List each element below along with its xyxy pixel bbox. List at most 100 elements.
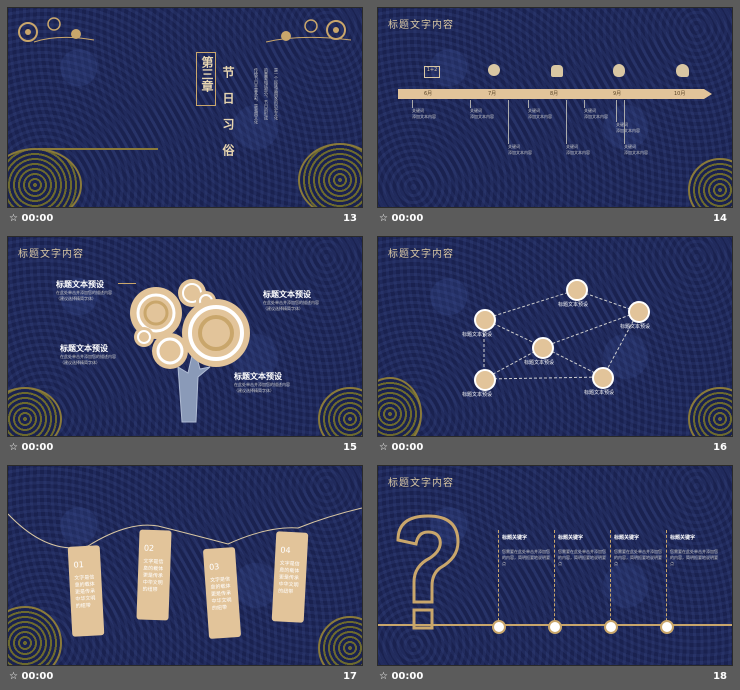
slide-14[interactable]: 标题文字内容 1+2 6月 7月 8月 9月 10月 关键词 添加文本内容 关键… — [377, 7, 733, 208]
tree-label-3: 标题文本预设 在此处单击并添加您的描述内容 （建议选择精简字体） — [60, 344, 116, 365]
hang-tag: 01 文字是信息的载体更是传承中华文明的纽带 — [67, 545, 105, 637]
wave-ornament-right — [298, 143, 362, 207]
wave-ornament-left — [8, 148, 82, 207]
slide-17[interactable]: 01 文字是信息的载体更是传承中华文明的纽带 02 文字是信息的载体更是传承中华… — [7, 465, 363, 666]
timeline-dot — [604, 620, 618, 634]
slide-number: 13 — [343, 213, 357, 224]
section-heading: 节日习俗 — [221, 66, 235, 170]
network-lines — [483, 289, 639, 380]
timeline-dot — [660, 620, 674, 634]
node-label: 标题文本预设 — [462, 332, 493, 338]
column-divider — [666, 530, 668, 626]
timeline-item: 关键词 添加文本内容 — [508, 100, 532, 156]
clock-icon: ☆ — [379, 671, 388, 682]
slide-title: 标题文字内容 — [388, 20, 454, 31]
node-label: 标题文本预设 — [462, 392, 493, 398]
timeline-dot — [548, 620, 562, 634]
connector-line — [118, 283, 136, 284]
slide-number: 14 — [713, 213, 727, 224]
intro-line-3: 是一个民族或国家的历史文化 — [274, 68, 279, 120]
slide-thumb-17[interactable]: 01 文字是信息的载体更是传承中华文明的纽带 02 文字是信息的载体更是传承中华… — [7, 465, 363, 690]
clock-icon: ☆ — [9, 671, 18, 682]
flower-ornament-left — [18, 17, 95, 43]
timeline-item: 关键词 添加文本内容 — [616, 100, 640, 134]
tree-label-2: 标题文本预设 在此处单击并添加您的描述内容 （建议选择精简字体） — [263, 290, 319, 311]
slide-number: 18 — [713, 671, 727, 682]
slide-thumb-13[interactable]: 第三章 节日习俗 传统节日丰富多彩，是我国文化 的重要组成部分。节日的形成 是一… — [7, 7, 363, 232]
slide-15[interactable]: 标题文字内容 标题文本预设 在此处单击并添加您的描述内容 （建议选择精简字体） … — [7, 236, 363, 437]
intro-line-2: 的重要组成部分。节日的形成 — [264, 68, 269, 120]
slide-16[interactable]: 标题文字内容 标题文本预设 标题文本预设 标题文本预设 标题文本预设 标题文本预 — [377, 236, 733, 437]
hang-tag: 02 文字是信息的载体更是传承中华文明的纽带 — [136, 529, 172, 621]
month-label: 10月 — [674, 91, 686, 97]
clock-icon: ☆ — [379, 213, 388, 224]
timeline-item: 关键词 添加文本内容 — [566, 100, 590, 156]
tree-graphic — [130, 279, 250, 423]
chapter-box: 第三章 — [196, 52, 216, 106]
check-icon — [474, 309, 496, 331]
head-icon — [676, 64, 689, 77]
slide-title: 标题文字内容 — [388, 249, 454, 260]
tree-label-1: 标题文本预设 在此处单击并添加您的描述内容 （建议选择精简字体） — [56, 280, 112, 301]
instagram-icon — [566, 279, 588, 301]
slide-timing: ☆ 00:00 — [379, 442, 424, 453]
slide-timing: ☆ 00:00 — [9, 671, 54, 682]
wave-ornament-left — [8, 387, 62, 436]
timeline-item: 关键词 添加文本内容 — [528, 100, 552, 120]
slide-timing: ☆ 00:00 — [379, 213, 424, 224]
string-line — [8, 507, 362, 549]
share-icon — [592, 367, 614, 389]
slide-title: 标题文字内容 — [388, 478, 454, 489]
clock-icon: ☆ — [9, 213, 18, 224]
facebook-icon — [532, 337, 554, 359]
slide-timing: ☆ 00:00 — [379, 671, 424, 682]
twitter-icon — [474, 369, 496, 391]
node-label: 标题文本预设 — [524, 360, 555, 366]
vine-icon — [628, 301, 650, 323]
slide-number: 15 — [343, 442, 357, 453]
slide-timing: ☆ 00:00 — [9, 442, 54, 453]
slide-thumb-15[interactable]: 标题文字内容 标题文本预设 在此处单击并添加您的描述内容 （建议选择精简字体） … — [7, 236, 363, 461]
slide-number: 17 — [343, 671, 357, 682]
slide-thumb-16[interactable]: 标题文字内容 标题文本预设 标题文本预设 标题文本预设 标题文本预设 标题文本预 — [377, 236, 733, 461]
money-bag-icon — [613, 64, 625, 77]
tree-label-4: 标题文本预设 在此处单击并添加您的描述内容 （建议选择精简字体） — [234, 372, 290, 393]
slide-thumb-14[interactable]: 标题文字内容 1+2 6月 7月 8月 9月 10月 关键词 添加文本内容 关键… — [377, 7, 733, 232]
node-label: 标题文本预设 — [558, 302, 589, 308]
slide-thumb-18[interactable]: 标题文字内容 标题关键字 您需要在此处单击并添加您的内容，简明扼要地说明要点 标… — [377, 465, 733, 690]
node-label: 标题文本预设 — [584, 390, 615, 396]
wave-ornament-right — [318, 387, 362, 436]
flower-ornament-right — [265, 19, 352, 43]
column-divider — [554, 530, 556, 626]
cloud-line — [38, 148, 158, 150]
text-column: 标题关键字 您需要在此处单击并添加您的内容，简明扼要地说明要点 — [670, 535, 718, 566]
chapter-label: 第三章 — [200, 56, 214, 92]
board-icon: 1+2 — [424, 66, 440, 78]
slide-title: 标题文字内容 — [18, 249, 84, 260]
slide-13[interactable]: 第三章 节日习俗 传统节日丰富多彩，是我国文化 的重要组成部分。节日的形成 是一… — [7, 7, 363, 208]
month-label: 6月 — [424, 91, 433, 97]
node-label: 标题文本预设 — [620, 324, 651, 330]
timeline-dot — [492, 620, 506, 634]
question-mark-graphic — [396, 514, 460, 630]
slide-number: 16 — [713, 442, 727, 453]
slide-timing: ☆ 00:00 — [9, 213, 54, 224]
month-label: 9月 — [613, 91, 622, 97]
slide-18[interactable]: 标题文字内容 标题关键字 您需要在此处单击并添加您的内容，简明扼要地说明要点 标… — [377, 465, 733, 666]
wave-ornament-right — [688, 158, 732, 207]
clock-icon: ☆ — [9, 442, 18, 453]
text-column: 标题关键字 您需要在此处单击并添加您的内容，简明扼要地说明要点 — [502, 535, 550, 566]
hang-tag: 03 文字是信息的载体更是传承中华文明的纽带 — [202, 546, 242, 640]
hang-tag: 04 文字是信息的载体更是传承中华文明的纽带 — [271, 531, 309, 623]
person-icon — [488, 64, 500, 76]
timeline-item: 关键词 添加文本内容 — [470, 100, 494, 120]
month-label: 8月 — [550, 91, 559, 97]
timeline-item: 关键词 添加文本内容 — [624, 100, 648, 156]
text-column: 标题关键字 您需要在此处单击并添加您的内容，简明扼要地说明要点 — [558, 535, 606, 566]
timeline-item: 关键词 添加文本内容 — [412, 100, 436, 120]
clock-icon: ☆ — [379, 442, 388, 453]
column-divider — [610, 530, 612, 626]
column-divider — [498, 530, 500, 626]
timeline-item: 关键词 添加文本内容 — [584, 100, 608, 120]
timeline-arrow — [398, 89, 712, 99]
